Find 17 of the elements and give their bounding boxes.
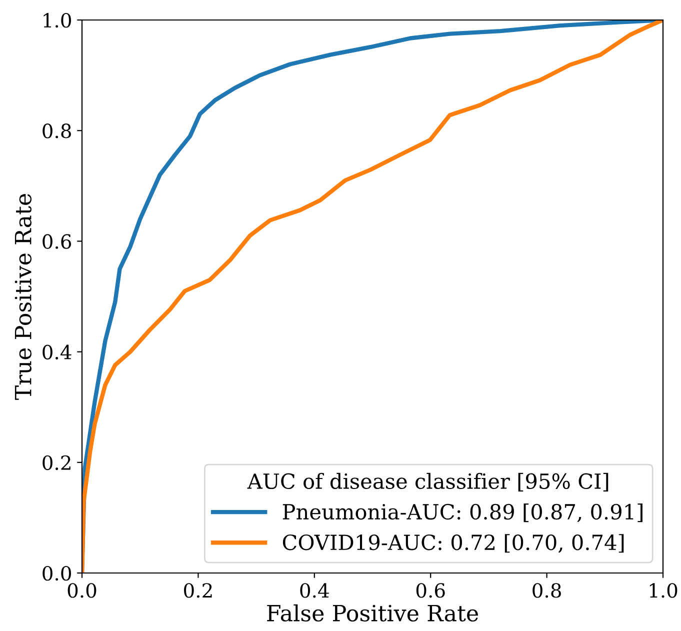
x-tick-label: 0.4 bbox=[300, 583, 329, 598]
y-tick-label: 0.0 bbox=[42, 566, 71, 581]
legend-label: COVID19-AUC: 0.72 [0.70, 0.74] bbox=[282, 534, 624, 553]
y-tick-label: 0.2 bbox=[42, 455, 70, 470]
y-tick-label: 0.8 bbox=[42, 124, 71, 138]
y-tick-label: 1.0 bbox=[44, 12, 71, 28]
x-tick-label: 0.2 bbox=[184, 583, 212, 598]
y-tick-label: 0.4 bbox=[42, 344, 72, 360]
x-tick-label: 0.6 bbox=[416, 583, 445, 598]
x-tick-label: 1.0 bbox=[650, 583, 678, 598]
x-tick-label: 0.8 bbox=[532, 583, 561, 598]
y-axis-title: True Positive Rate bbox=[14, 194, 32, 400]
legend-title: AUC of disease classifier [95% CI] bbox=[247, 472, 608, 492]
x-axis-title: False Positive Rate bbox=[267, 604, 478, 622]
legend-label: Pneumonia-AUC: 0.89 [0.87, 0.91] bbox=[282, 504, 642, 522]
x-tick-label: 0.0 bbox=[68, 583, 96, 598]
y-tick-label: 0.6 bbox=[42, 234, 72, 249]
